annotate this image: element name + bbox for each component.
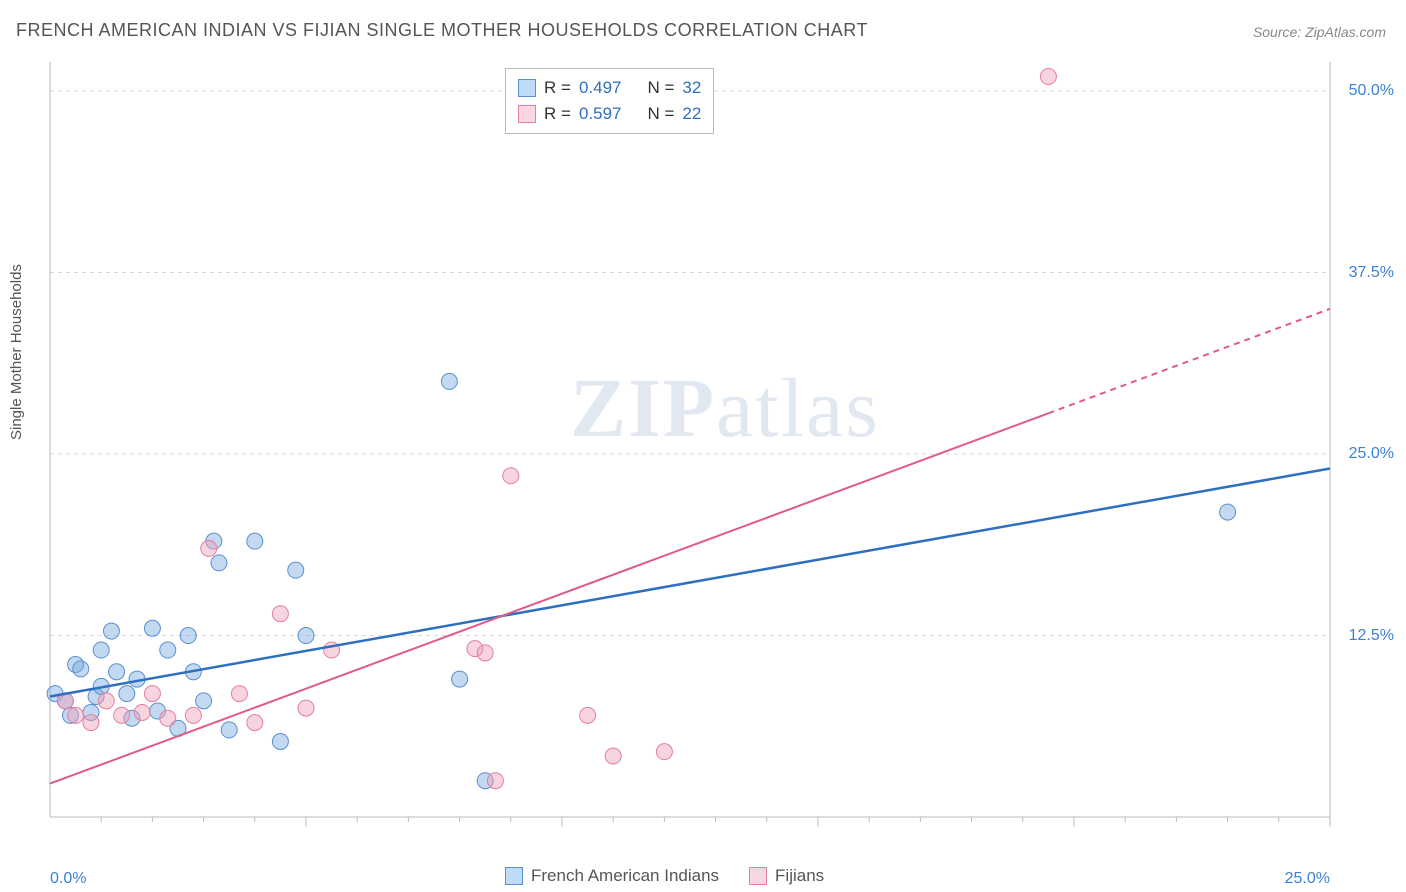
series-label: Fijians [775,866,824,886]
source-label: Source: [1253,24,1305,40]
legend-N-label: N = [647,101,674,127]
swatch-pink-icon [749,867,767,885]
series-legend: French American Indians Fijians [505,866,824,886]
series-label: French American Indians [531,866,719,886]
legend-R-label: R = [544,101,571,127]
swatch-blue-icon [518,79,536,97]
x-tick-label: 25.0% [1285,870,1330,888]
correlation-legend: R = 0.497 N = 32 R = 0.597 N = 22 [505,68,714,134]
swatch-blue-icon [505,867,523,885]
legend-N-value: 22 [682,101,701,127]
x-tick-label: 0.0% [50,870,86,888]
legend-row-series-1: R = 0.497 N = 32 [518,75,701,101]
y-tick-label: 25.0% [1349,445,1394,463]
series-legend-item-2: Fijians [749,866,824,886]
legend-N-value: 32 [682,75,701,101]
legend-N-label: N = [647,75,674,101]
series-legend-item-1: French American Indians [505,866,719,886]
legend-R-label: R = [544,75,571,101]
source-attribution: Source: ZipAtlas.com [1253,24,1386,40]
chart-container: FRENCH AMERICAN INDIAN VS FIJIAN SINGLE … [0,0,1406,892]
chart-title: FRENCH AMERICAN INDIAN VS FIJIAN SINGLE … [16,20,868,41]
legend-R-value: 0.597 [579,101,622,127]
legend-R-value: 0.497 [579,75,622,101]
y-tick-label: 37.5% [1349,264,1394,282]
y-tick-label: 50.0% [1349,82,1394,100]
y-axis-label: Single Mother Households [8,264,25,440]
plot-area [50,62,1330,817]
legend-row-series-2: R = 0.597 N = 22 [518,101,701,127]
y-tick-label: 12.5% [1349,627,1394,645]
source-link[interactable]: ZipAtlas.com [1305,24,1386,40]
scatter-plot-svg [50,62,1330,817]
swatch-pink-icon [518,105,536,123]
